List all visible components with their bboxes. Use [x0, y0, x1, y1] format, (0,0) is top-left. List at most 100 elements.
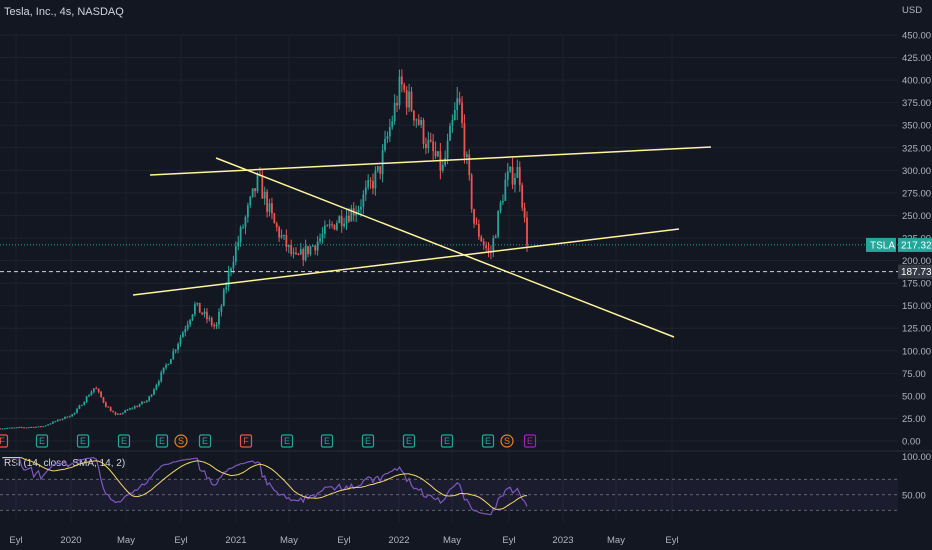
candle-body	[88, 395, 90, 397]
candle-body	[133, 406, 136, 409]
candle-body	[307, 245, 309, 255]
candle-body	[408, 91, 410, 108]
candle-body	[468, 154, 471, 176]
candle-body	[453, 109, 456, 121]
candle-body	[458, 98, 461, 103]
x-tick-label: 2022	[388, 535, 409, 546]
candle-body	[338, 216, 341, 223]
candle-body	[56, 419, 59, 422]
split-marker	[0, 434, 9, 448]
candle-body	[343, 223, 346, 227]
candle-body	[90, 391, 93, 396]
candle-body	[379, 166, 382, 174]
candle-body	[76, 408, 78, 413]
x-tick-label: Eyl	[9, 535, 22, 546]
candle-body	[18, 427, 21, 429]
candle-body	[227, 271, 230, 287]
candle-body	[285, 234, 288, 248]
candle-body	[174, 349, 177, 352]
candle-body	[449, 125, 451, 141]
y-tick-label: 175.00	[902, 279, 931, 290]
candle-body	[362, 194, 365, 207]
candle-body	[68, 416, 71, 418]
candle-body	[155, 384, 158, 390]
candle-body	[434, 151, 437, 157]
y-tick-label: 400.00	[902, 76, 931, 87]
candle-body	[386, 136, 389, 140]
candle-body	[376, 166, 379, 171]
rsi-band	[0, 479, 898, 511]
candle-body	[487, 247, 490, 251]
candle-body	[470, 175, 473, 210]
candle-body	[121, 412, 124, 415]
candle-body	[263, 191, 266, 199]
candle-body	[516, 167, 519, 178]
candle-body	[451, 120, 454, 126]
candle-body	[398, 76, 401, 106]
rsi-indicator-label[interactable]: RSI (14, close, SMA, 14, 2)	[4, 458, 126, 469]
candle-body	[509, 166, 512, 172]
candle-body	[136, 406, 139, 408]
candle-body	[64, 416, 66, 419]
candle-body	[179, 337, 182, 344]
currency-label: USD	[902, 5, 922, 16]
earnings-marker	[523, 434, 537, 448]
candle-body	[230, 268, 232, 272]
candle-body	[117, 413, 119, 415]
candle-body	[47, 424, 50, 426]
candle-body	[186, 324, 189, 329]
candle-body	[456, 98, 459, 110]
candle-body	[208, 318, 211, 320]
earnings-marker	[76, 434, 90, 448]
x-tick-label: 2023	[552, 535, 573, 546]
candle-body	[297, 253, 300, 255]
candle-body	[328, 224, 331, 226]
candle-body	[129, 408, 131, 410]
candle-body	[162, 367, 165, 373]
candle-body	[417, 119, 420, 125]
candle-body	[422, 119, 425, 144]
candle-body	[364, 187, 367, 195]
candle-body	[314, 245, 317, 251]
y-tick-label: 375.00	[902, 98, 931, 109]
candle-body	[23, 427, 25, 429]
candle-body	[13, 427, 16, 429]
candle-body	[107, 406, 110, 408]
candle-body	[369, 180, 372, 182]
candle-body	[181, 332, 184, 338]
event-marker-label: F	[0, 436, 5, 446]
candle-body	[523, 207, 526, 218]
candle-body	[273, 213, 276, 224]
event-marker-label: S	[504, 436, 510, 446]
x-tick-label: Eyl	[337, 535, 350, 546]
candle-body	[52, 421, 54, 424]
candle-body	[222, 289, 225, 307]
event-marker-label: E	[80, 436, 86, 446]
event-marker-label: E	[202, 436, 208, 446]
candle-body	[138, 404, 141, 407]
candle-body	[66, 416, 69, 418]
candle-body	[165, 364, 167, 368]
candle-body	[198, 302, 201, 313]
candle-body	[461, 102, 463, 124]
y-tick-label: 350.00	[902, 121, 931, 132]
candle-body	[167, 364, 170, 366]
candle-body	[372, 181, 374, 189]
candle-body	[0, 428, 1, 430]
candle-body	[95, 388, 98, 390]
y-tick-label: 100.00	[902, 346, 931, 357]
y-tick-label: 75.00	[902, 369, 926, 380]
ticker-badge-label: TSLA	[870, 240, 895, 251]
earnings-marker	[280, 434, 294, 448]
earnings-marker	[35, 434, 49, 448]
earnings-marker	[481, 434, 495, 448]
x-tick-label: May	[443, 535, 461, 546]
dividend-marker	[500, 434, 514, 448]
candle-body	[518, 167, 521, 185]
candle-body	[393, 103, 396, 122]
split-marker	[239, 434, 253, 448]
candle-body	[437, 151, 439, 157]
candle-body	[143, 401, 146, 403]
dividend-marker	[174, 434, 188, 448]
